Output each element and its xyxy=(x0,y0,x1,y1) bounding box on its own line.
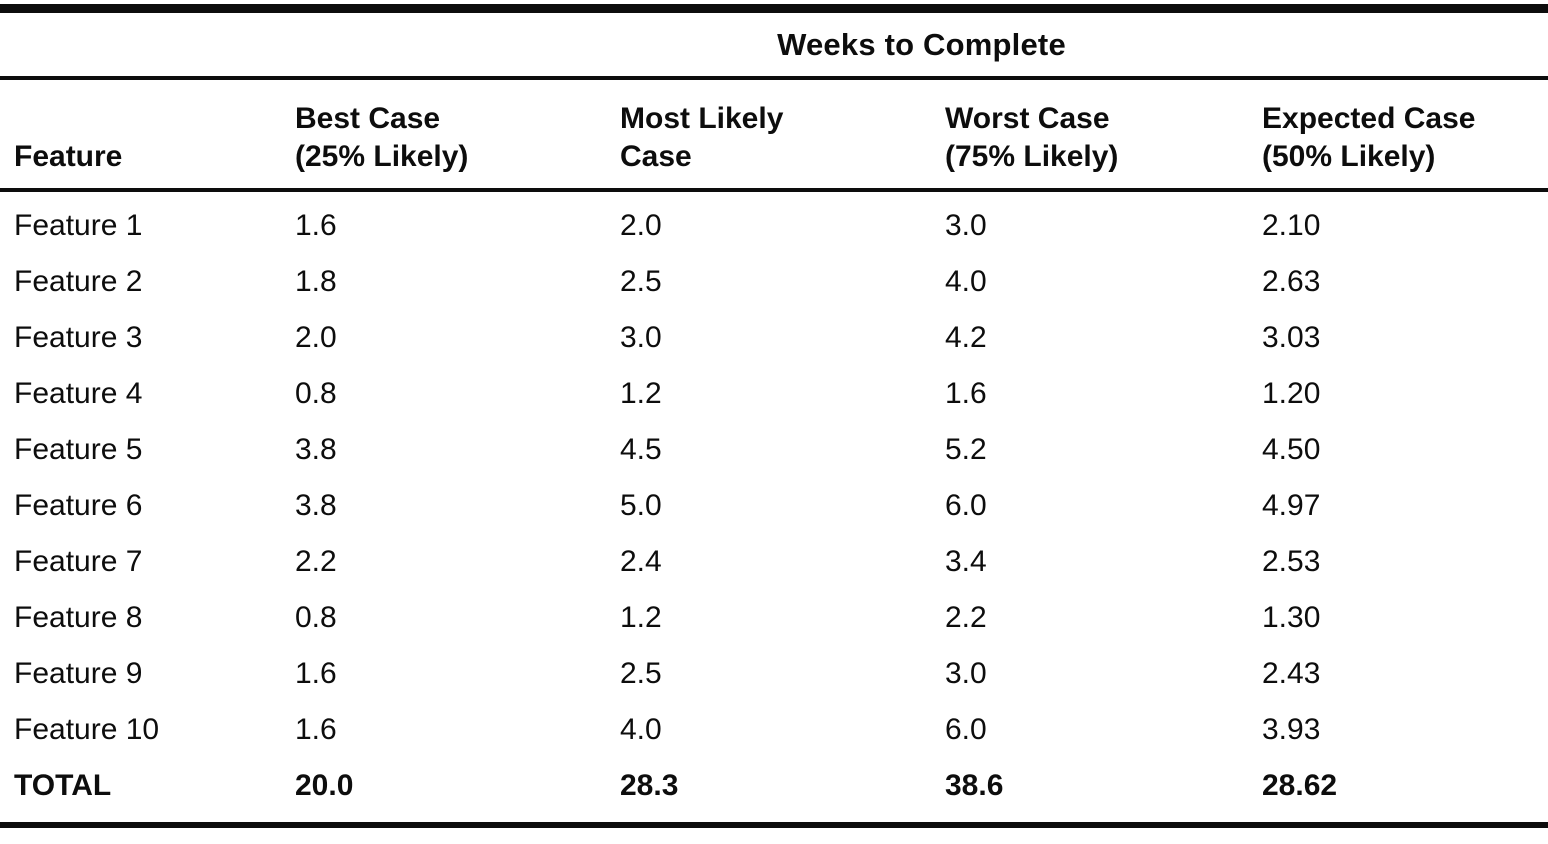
table-row: Feature 10 1.6 4.0 6.0 3.93 xyxy=(0,702,1548,758)
best-case-cell: 0.8 xyxy=(295,377,337,410)
worst-case-cell: 4.2 xyxy=(945,321,987,354)
feature-name-cell: Feature 8 xyxy=(14,601,143,634)
best-case-cell: 1.6 xyxy=(295,713,337,746)
column-header-line: Case xyxy=(620,140,692,173)
most-likely-cell: 5.0 xyxy=(620,489,662,522)
column-header-line: (25% Likely) xyxy=(295,140,469,173)
most-likely-cell: 3.0 xyxy=(620,321,662,354)
expected-case-cell: 2.43 xyxy=(1262,657,1321,690)
expected-case-cell: 4.97 xyxy=(1262,489,1321,522)
expected-case-cell: 1.30 xyxy=(1262,601,1321,634)
total-best-case-cell: 20.0 xyxy=(295,769,354,802)
table-row: Feature 6 3.8 5.0 6.0 4.97 xyxy=(0,478,1548,534)
worst-case-cell: 2.2 xyxy=(945,601,987,634)
worst-case-cell: 1.6 xyxy=(945,377,987,410)
expected-case-cell: 2.63 xyxy=(1262,265,1321,298)
table-row: Feature 5 3.8 4.5 5.2 4.50 xyxy=(0,422,1548,478)
feature-name-cell: Feature 10 xyxy=(14,713,160,746)
bottom-rule xyxy=(0,822,1548,828)
expected-case-cell: 1.20 xyxy=(1262,377,1321,410)
table-row: Feature 7 2.2 2.4 3.4 2.53 xyxy=(0,534,1548,590)
total-worst-case-cell: 38.6 xyxy=(945,769,1004,802)
feature-name-cell: Feature 2 xyxy=(14,265,143,298)
most-likely-cell: 2.4 xyxy=(620,545,662,578)
most-likely-cell: 2.0 xyxy=(620,209,662,242)
feature-name-cell: Feature 4 xyxy=(14,377,143,410)
top-rule xyxy=(0,4,1548,13)
feature-name-cell: Feature 9 xyxy=(14,657,143,690)
column-header-most-likely: Most Likely Case xyxy=(620,100,945,188)
best-case-cell: 1.6 xyxy=(295,209,337,242)
column-header-line: Expected Case xyxy=(1262,102,1476,135)
best-case-cell: 3.8 xyxy=(295,489,337,522)
feature-name-cell: Feature 6 xyxy=(14,489,143,522)
expected-case-cell: 3.93 xyxy=(1262,713,1321,746)
best-case-cell: 2.2 xyxy=(295,545,337,578)
column-header-line: Worst Case xyxy=(945,102,1110,135)
table-row: Feature 9 1.6 2.5 3.0 2.43 xyxy=(0,646,1548,702)
column-header-row: Feature Best Case (25% Likely) Most Like… xyxy=(0,80,1548,188)
worst-case-cell: 6.0 xyxy=(945,713,987,746)
most-likely-cell: 1.2 xyxy=(620,377,662,410)
total-expected-case-cell: 28.62 xyxy=(1262,769,1338,802)
column-header-line: Best Case xyxy=(295,102,441,135)
most-likely-cell: 1.2 xyxy=(620,601,662,634)
table-body: Feature 1 1.6 2.0 3.0 2.10 Feature 2 1.8… xyxy=(0,192,1548,822)
table-title: Weeks to Complete xyxy=(777,26,1066,62)
feature-name-cell: Feature 3 xyxy=(14,321,143,354)
expected-case-cell: 3.03 xyxy=(1262,321,1321,354)
worst-case-cell: 3.4 xyxy=(945,545,987,578)
expected-case-cell: 4.50 xyxy=(1262,433,1321,466)
table-row: Feature 2 1.8 2.5 4.0 2.63 xyxy=(0,254,1548,310)
table-title-band: Weeks to Complete xyxy=(0,13,1548,76)
best-case-cell: 2.0 xyxy=(295,321,337,354)
column-header-line: (75% Likely) xyxy=(945,140,1119,173)
column-header-feature: Feature xyxy=(14,138,295,188)
total-label-cell: TOTAL xyxy=(14,769,112,802)
table-row: Feature 3 2.0 3.0 4.2 3.03 xyxy=(0,310,1548,366)
column-header-line: Most Likely xyxy=(620,102,784,135)
best-case-cell: 1.8 xyxy=(295,265,337,298)
column-header-line: Feature xyxy=(14,140,123,173)
best-case-cell: 0.8 xyxy=(295,601,337,634)
feature-name-cell: Feature 1 xyxy=(14,209,143,242)
expected-case-cell: 2.53 xyxy=(1262,545,1321,578)
best-case-cell: 3.8 xyxy=(295,433,337,466)
table-row: Feature 8 0.8 1.2 2.2 1.30 xyxy=(0,590,1548,646)
worst-case-cell: 3.0 xyxy=(945,657,987,690)
feature-name-cell: Feature 7 xyxy=(14,545,143,578)
column-header-expected-case: Expected Case (50% Likely) xyxy=(1262,100,1548,188)
worst-case-cell: 4.0 xyxy=(945,265,987,298)
column-header-worst-case: Worst Case (75% Likely) xyxy=(945,100,1262,188)
expected-case-cell: 2.10 xyxy=(1262,209,1321,242)
header-divider-rule xyxy=(0,188,1548,192)
worst-case-cell: 6.0 xyxy=(945,489,987,522)
worst-case-cell: 3.0 xyxy=(945,209,987,242)
table-row: Feature 4 0.8 1.2 1.6 1.20 xyxy=(0,366,1548,422)
best-case-cell: 1.6 xyxy=(295,657,337,690)
worst-case-cell: 5.2 xyxy=(945,433,987,466)
total-most-likely-cell: 28.3 xyxy=(620,769,679,802)
column-header-best-case: Best Case (25% Likely) xyxy=(295,100,620,188)
most-likely-cell: 4.0 xyxy=(620,713,662,746)
table-total-row: TOTAL 20.0 28.3 38.6 28.62 xyxy=(0,758,1548,814)
column-header-line: (50% Likely) xyxy=(1262,140,1436,173)
most-likely-cell: 2.5 xyxy=(620,265,662,298)
most-likely-cell: 4.5 xyxy=(620,433,662,466)
feature-name-cell: Feature 5 xyxy=(14,433,143,466)
title-divider-rule xyxy=(0,76,1548,80)
most-likely-cell: 2.5 xyxy=(620,657,662,690)
table-row: Feature 1 1.6 2.0 3.0 2.10 xyxy=(0,198,1548,254)
